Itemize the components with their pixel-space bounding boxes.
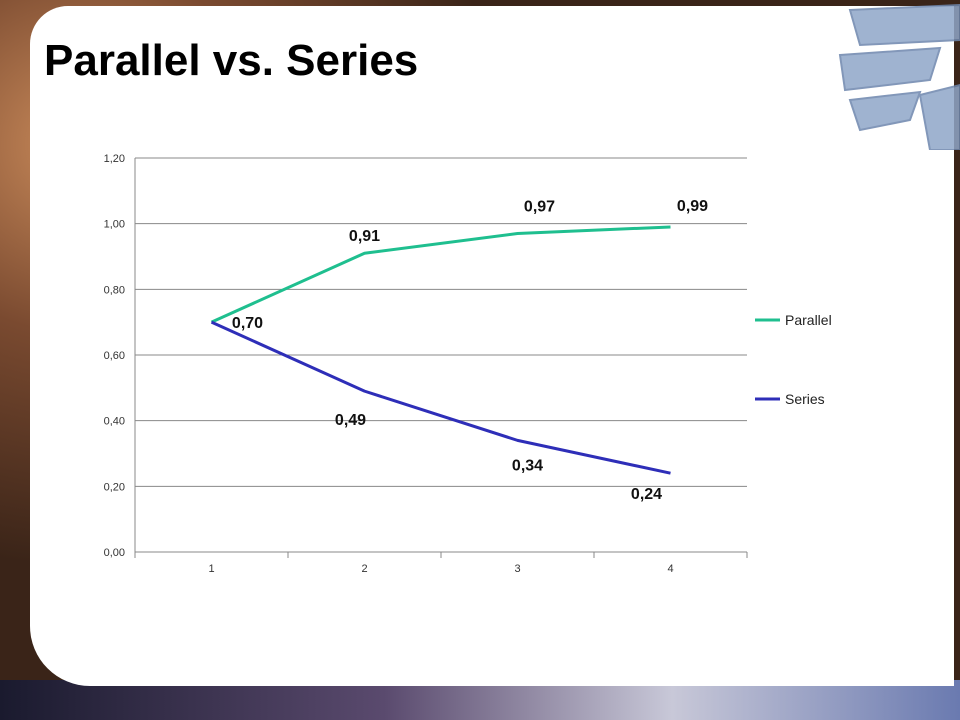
slide-panel <box>30 6 954 686</box>
data-label: 0,97 <box>524 199 555 216</box>
legend-label: Parallel <box>785 312 832 328</box>
series-line-parallel <box>210 225 671 324</box>
chart-legend: Parallel Series <box>755 312 832 407</box>
data-label: 0,91 <box>349 228 380 245</box>
y-tick-label: 0,00 <box>104 547 125 559</box>
chart-data-labels: 0,70 0,91 0,97 0,99 0,49 0,34 0,24 <box>232 198 708 503</box>
data-label: 0,70 <box>232 315 263 332</box>
y-tick-label: 0,80 <box>104 284 125 296</box>
chart-lines <box>210 225 671 475</box>
x-tick-label: 1 <box>208 563 214 575</box>
x-tick-label: 4 <box>667 563 673 575</box>
data-label: 0,34 <box>512 457 543 474</box>
x-tick-label: 2 <box>361 563 367 575</box>
y-tick-label: 0,20 <box>104 481 125 493</box>
y-tick-label: 0,40 <box>104 416 125 428</box>
chart-grid <box>135 157 747 553</box>
decorative-band <box>0 680 960 720</box>
slide-title: Parallel vs. Series <box>44 36 419 85</box>
chart-axes: 0,00 0,20 0,40 0,60 0,80 1,00 1,20 1 2 3 4 <box>104 153 748 575</box>
y-tick-label: 1,00 <box>104 219 125 231</box>
legend-label: Series <box>785 391 825 407</box>
data-label: 0,24 <box>631 486 662 503</box>
y-tick-label: 1,20 <box>104 153 125 165</box>
decorative-graphic <box>838 3 960 150</box>
y-tick-label: 0,60 <box>104 350 125 362</box>
series-line-series <box>210 320 671 475</box>
x-tick-label: 3 <box>514 563 520 575</box>
data-label: 0,49 <box>335 412 366 429</box>
data-label: 0,99 <box>677 198 708 215</box>
